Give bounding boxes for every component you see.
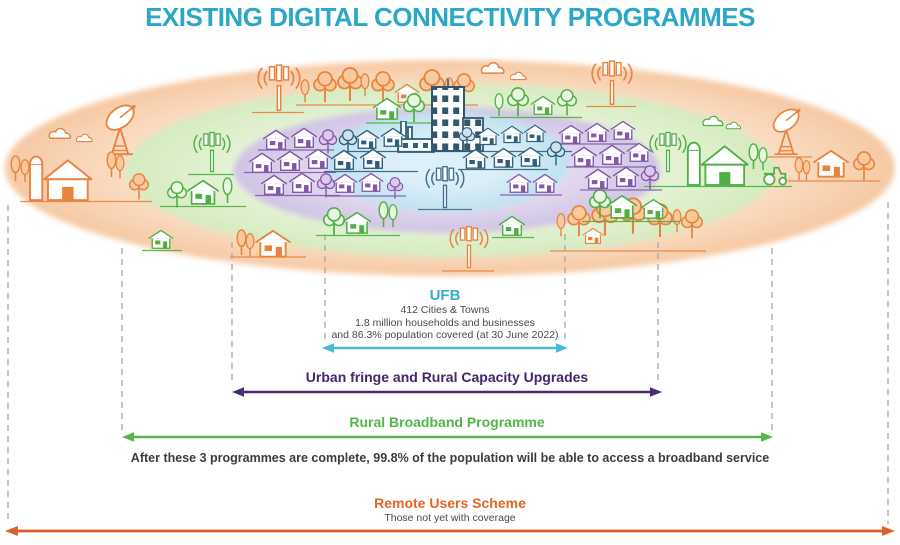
ufb-programme-name: UFB (429, 287, 461, 304)
rural-broadband-programme-name: Rural Broadband Programme (349, 414, 545, 430)
completion-note: After these 3 programmes are complete, 9… (130, 451, 770, 465)
central-cell-tower (418, 165, 472, 211)
remote-users-programme-name: Remote Users Scheme (374, 495, 526, 511)
urban-core-zone-icons (324, 79, 572, 173)
remote-users-subtitle: Those not yet with coverage (384, 512, 516, 524)
page-title: EXISTING DIGITAL CONNECTIVITY PROGRAMMES (145, 2, 755, 32)
ufb-detail-line: and 86.3% population covered (at 30 June… (331, 329, 559, 341)
coverage-illustration (5, 60, 895, 276)
urban-fringe-zone-icons (244, 120, 662, 200)
skyscraper-icon (431, 86, 465, 152)
ufb-programme-block: UFB 412 Cities & Towns 1.8 million house… (245, 287, 645, 342)
rural-zone-icons (142, 87, 792, 252)
urban-fringe-programme-name: Urban fringe and Rural Capacity Upgrades (305, 369, 589, 385)
ufb-detail-line: 412 Cities & Towns (400, 304, 490, 316)
ufb-extent-arrow (322, 343, 568, 353)
rural-broadband-extent-arrow (122, 432, 773, 442)
remote-users-extent-arrow (5, 526, 895, 536)
ufb-detail-line: 1.8 million households and businesses (355, 316, 535, 329)
urban-fringe-extent-arrow (232, 387, 662, 397)
